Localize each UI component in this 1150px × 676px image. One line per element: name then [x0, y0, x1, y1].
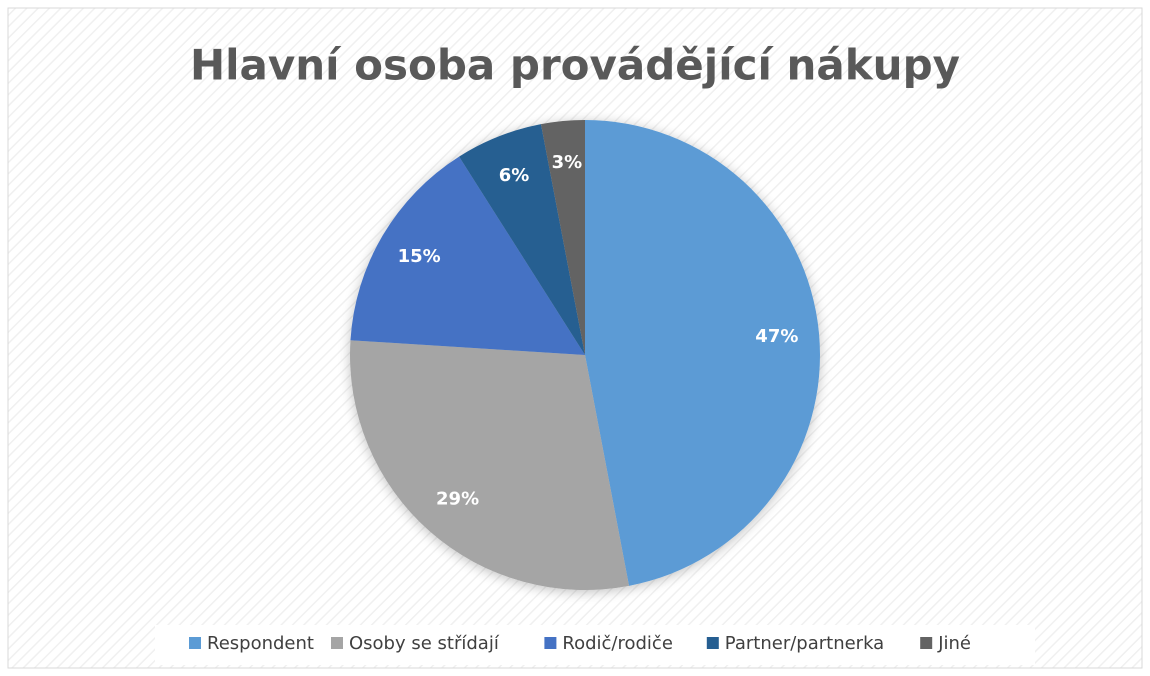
legend-label: Jiné: [937, 633, 971, 654]
data-label: 47%: [755, 326, 798, 347]
data-label: 6%: [499, 165, 530, 186]
data-label: 3%: [552, 152, 583, 173]
legend-swatch: [706, 637, 719, 649]
legend-swatch: [189, 637, 201, 649]
pie-slice: [350, 340, 630, 590]
pie-slice: [585, 120, 821, 586]
pie-slice: [540, 120, 585, 355]
pie-slice: [350, 156, 585, 355]
pie: [350, 120, 821, 590]
legend-swatch: [920, 637, 933, 649]
legend-label: Partner/partnerka: [725, 633, 884, 654]
chart-title: Hlavní osoba provádějící nákupy: [190, 41, 960, 90]
legend-label: Rodič/rodiče: [562, 633, 673, 654]
pie-slice: [459, 124, 585, 355]
legend-label: Osoby se střídají: [349, 633, 500, 654]
legend-swatch: [544, 637, 557, 649]
legend-label: Respondent: [207, 633, 314, 654]
legend-box: [155, 625, 1035, 665]
data-label: 29%: [436, 489, 479, 510]
data-label: 15%: [398, 246, 441, 267]
legend-swatch: [331, 637, 343, 649]
